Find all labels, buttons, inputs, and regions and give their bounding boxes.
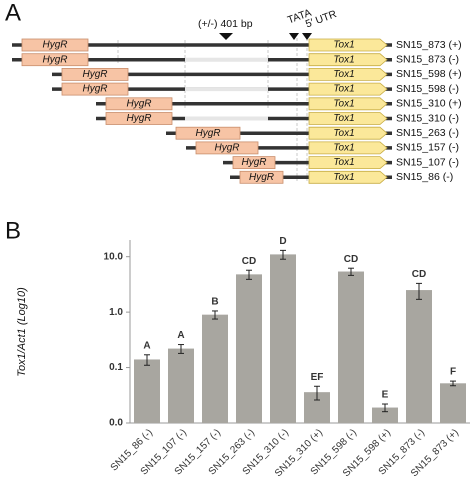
group-letter: D xyxy=(279,236,286,247)
y-tick-label: 10.0 xyxy=(104,251,124,262)
tox1-label: Tox1 xyxy=(333,69,354,80)
construct-label: SN15_310 (-) xyxy=(396,112,459,124)
hygr-label: HygR xyxy=(82,84,107,95)
tox1-box xyxy=(308,97,388,111)
construct-label: SN15_598 (+) xyxy=(396,68,462,80)
hygr-label: HygR xyxy=(195,128,220,139)
bar xyxy=(338,271,364,423)
group-letter: CD xyxy=(344,254,358,265)
panel-letter: B xyxy=(5,217,21,244)
hygr-box xyxy=(232,156,276,170)
hygr-box xyxy=(61,82,129,96)
bar xyxy=(168,348,194,423)
hygr-label: HygR xyxy=(126,113,151,124)
group-letter: A xyxy=(143,340,150,351)
tox1-label: Tox1 xyxy=(333,128,354,139)
tox1-label: Tox1 xyxy=(333,84,354,95)
tox1-box xyxy=(308,68,388,81)
hygr-label: HygR xyxy=(42,40,67,51)
tox1-label: Tox1 xyxy=(333,172,354,183)
bar xyxy=(406,290,432,423)
construct-label: SN15_263 (-) xyxy=(396,127,459,139)
hygr-box xyxy=(239,170,284,184)
tox1-box xyxy=(308,112,388,125)
hygr-label: HygR xyxy=(126,98,151,109)
tox1-box xyxy=(308,141,388,155)
y-axis-label: Tox1/Act1 (Log10) xyxy=(16,287,28,377)
construct-label: SN15_873 (+) xyxy=(396,39,462,51)
tox1-label: Tox1 xyxy=(333,54,354,65)
group-letter: B xyxy=(211,297,218,308)
hygr-box xyxy=(21,53,89,67)
tox1-label: Tox1 xyxy=(333,113,354,124)
bar xyxy=(372,407,398,423)
hygr-box xyxy=(21,38,89,52)
tox1-label: Tox1 xyxy=(333,40,354,51)
marker-triangle xyxy=(289,33,299,40)
construct-label: SN15_157 (-) xyxy=(396,142,459,154)
group-letter: EF xyxy=(311,372,324,383)
group-letter: E xyxy=(382,390,389,401)
construct-label: SN15_310 (+) xyxy=(396,98,462,110)
bar xyxy=(236,274,262,423)
y-tick-label: 1.0 xyxy=(109,307,123,318)
bar xyxy=(440,383,466,423)
tox1-label: Tox1 xyxy=(333,143,354,154)
hygr-box xyxy=(195,141,259,155)
bar xyxy=(202,314,228,423)
bar xyxy=(270,254,296,423)
marker-triangle xyxy=(302,33,312,40)
hygr-label: HygR xyxy=(214,143,239,154)
hygr-label: HygR xyxy=(249,172,274,183)
hygr-box xyxy=(61,68,129,81)
construct-label: SN15_598 (-) xyxy=(396,83,459,95)
hygr-box xyxy=(105,97,173,111)
hygr-label: HygR xyxy=(42,54,67,65)
panel-letter: A xyxy=(5,0,21,26)
group-letter: CD xyxy=(242,256,256,267)
tox1-label: Tox1 xyxy=(333,157,354,168)
marker-triangle xyxy=(219,33,233,40)
hygr-label: HygR xyxy=(82,69,107,80)
tox1-box xyxy=(308,126,388,140)
group-letter: CD xyxy=(412,269,426,280)
tox1-box xyxy=(308,156,388,170)
region-label: (+/-) 401 bp xyxy=(198,18,253,30)
hygr-box xyxy=(175,126,241,140)
construct-label: SN15_873 (-) xyxy=(396,53,459,65)
y-tick-label: 0.0 xyxy=(109,418,123,429)
hygr-label: HygR xyxy=(241,157,266,168)
group-letter: A xyxy=(177,330,184,341)
tox1-box xyxy=(308,38,388,52)
group-letter: F xyxy=(450,367,456,378)
construct-label: SN15_107 (-) xyxy=(396,156,459,168)
hygr-box xyxy=(105,112,173,125)
tox1-box xyxy=(308,53,388,67)
tox1-label: Tox1 xyxy=(333,98,354,109)
y-tick-label: 0.1 xyxy=(109,362,123,373)
tox1-box xyxy=(308,170,388,184)
tox1-box xyxy=(308,82,388,96)
bar xyxy=(134,359,160,423)
construct-label: SN15_86 (-) xyxy=(396,171,453,183)
